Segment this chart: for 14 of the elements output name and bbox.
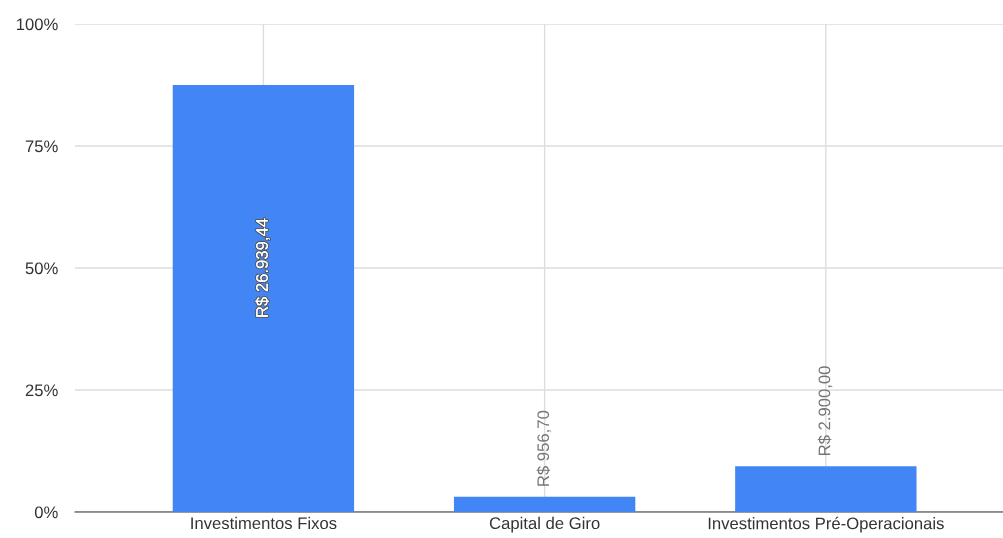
x-tick-label: Investimentos Pré-Operacionais	[708, 516, 944, 533]
bar	[453, 496, 636, 512]
data-label: R$ 956,70	[536, 410, 552, 486]
data-label: R$ 2.900,00	[817, 366, 833, 455]
y-tick-label: 50%	[25, 262, 58, 275]
y-tick-label: 100%	[16, 18, 58, 31]
y-tick-label: 0%	[34, 506, 58, 519]
data-label: R$ 26.939,44	[255, 218, 270, 317]
y-tick-label: 25%	[25, 384, 58, 397]
bar	[735, 466, 917, 512]
x-tick-label: Capital de Giro	[489, 516, 600, 533]
y-tick-label: 75%	[25, 140, 58, 153]
bar	[172, 85, 355, 512]
x-tick-label: Investimentos Fixos	[191, 516, 337, 530]
